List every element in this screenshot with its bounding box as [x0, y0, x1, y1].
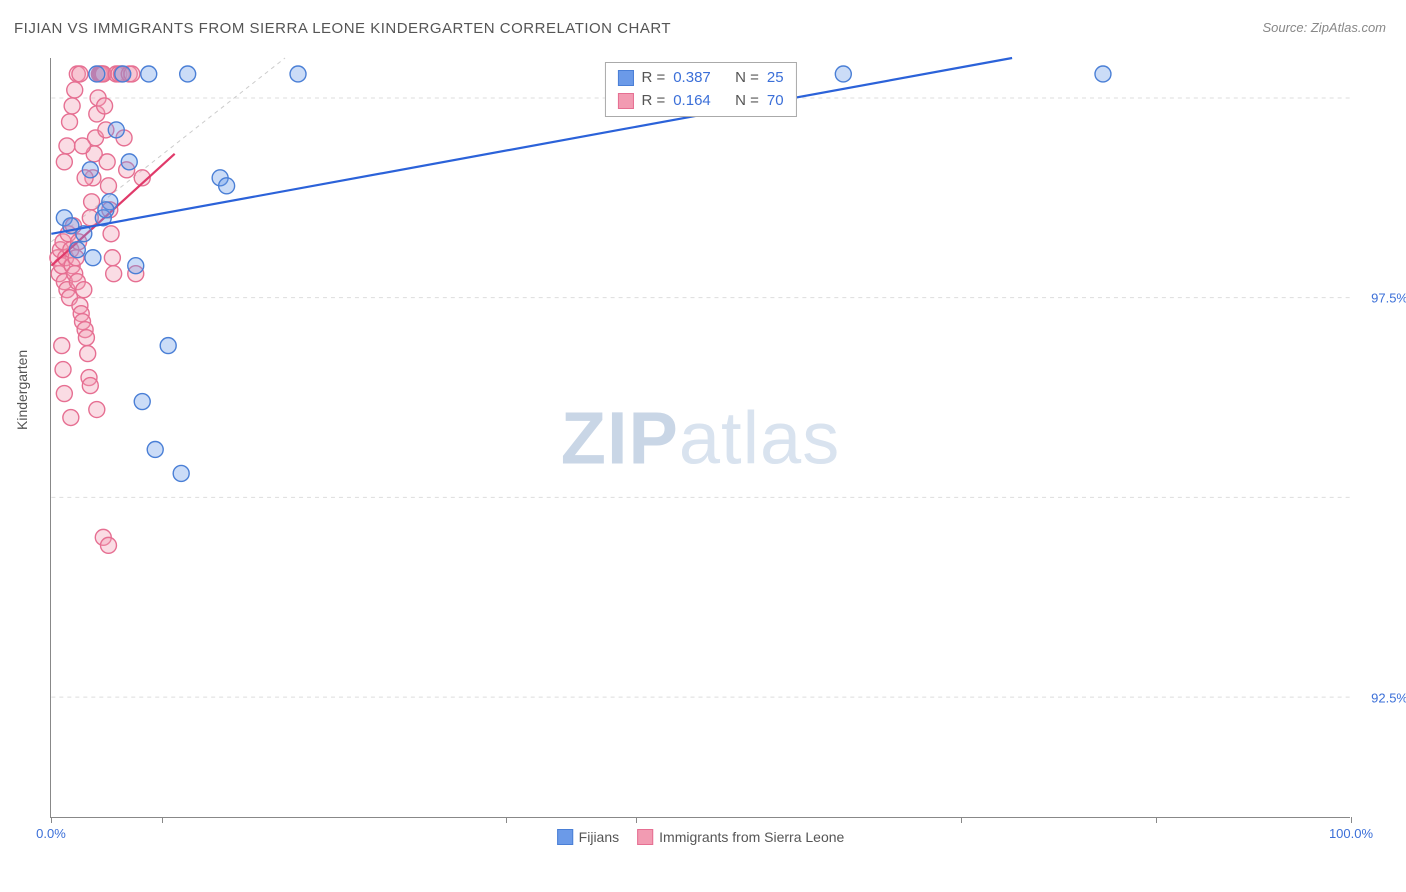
y-axis-label: Kindergarten	[14, 350, 30, 430]
chart-title: FIJIAN VS IMMIGRANTS FROM SIERRA LEONE K…	[14, 20, 671, 37]
chart-svg-layer	[51, 58, 1350, 817]
scatter-plot: ZIPatlas R = 0.387 N = 25 R = 0.164 N = …	[50, 58, 1350, 818]
series-legend: Fijians Immigrants from Sierra Leone	[557, 829, 845, 845]
x-tick	[162, 817, 163, 823]
x-tick-label: 100.0%	[1329, 826, 1373, 841]
x-tick	[636, 817, 637, 823]
legend-item-fijians: Fijians	[557, 829, 619, 845]
legend-item-sierra: Immigrants from Sierra Leone	[637, 829, 844, 845]
source-attribution: Source: ZipAtlas.com	[1262, 20, 1386, 35]
x-tick	[51, 817, 52, 823]
swatch-fijians	[557, 829, 573, 845]
swatch-sierra	[637, 829, 653, 845]
x-tick	[961, 817, 962, 823]
x-tick	[1156, 817, 1157, 823]
x-tick	[1351, 817, 1352, 823]
x-tick	[506, 817, 507, 823]
correlation-row-sierra: R = 0.164 N = 70	[617, 90, 783, 113]
y-tick-label: 97.5%	[1371, 291, 1406, 306]
x-tick-label: 0.0%	[36, 826, 66, 841]
swatch-sierra	[617, 93, 633, 109]
y-tick-label: 92.5%	[1371, 691, 1406, 706]
correlation-legend: R = 0.387 N = 25 R = 0.164 N = 70	[604, 62, 796, 117]
correlation-row-fijians: R = 0.387 N = 25	[617, 67, 783, 90]
swatch-fijians	[617, 70, 633, 86]
